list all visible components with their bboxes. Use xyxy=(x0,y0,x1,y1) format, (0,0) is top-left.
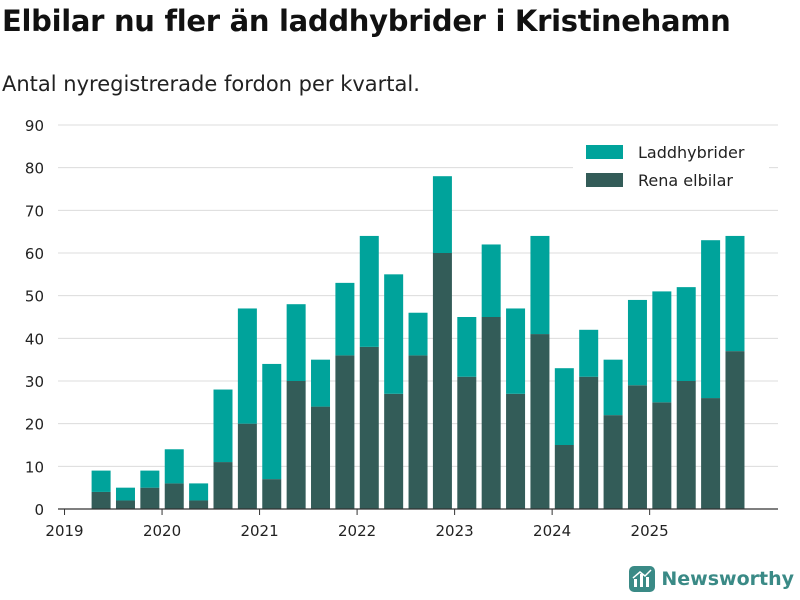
bar-laddhybrider xyxy=(286,304,306,381)
y-tick-label: 0 xyxy=(34,501,44,519)
y-tick-label: 90 xyxy=(25,117,44,135)
bar-rena-elbilar xyxy=(603,415,623,509)
bar-laddhybrider xyxy=(115,487,135,501)
bar-laddhybrider xyxy=(335,282,355,356)
bar-laddhybrider xyxy=(432,176,452,253)
y-tick-label: 70 xyxy=(25,202,44,220)
bar-laddhybrider xyxy=(579,329,599,377)
bar-rena-elbilar xyxy=(164,483,184,509)
bar-laddhybrider xyxy=(603,359,623,416)
bar-rena-elbilar xyxy=(432,253,452,509)
bar-laddhybrider xyxy=(725,235,745,352)
bar-rena-elbilar xyxy=(262,479,282,509)
y-tick-label: 40 xyxy=(25,330,44,348)
bar-rena-elbilar xyxy=(311,406,331,509)
x-tick-label: 2022 xyxy=(338,522,376,540)
y-tick-label: 20 xyxy=(25,416,44,434)
bar-laddhybrider xyxy=(311,359,331,407)
bar-laddhybrider xyxy=(506,308,526,394)
bar-rena-elbilar xyxy=(335,355,355,509)
x-tick-label: 2025 xyxy=(631,522,669,540)
bar-laddhybrider xyxy=(262,363,282,480)
y-tick-label: 60 xyxy=(25,245,44,263)
bar-rena-elbilar xyxy=(676,381,696,509)
bar-rena-elbilar xyxy=(725,351,745,509)
x-tick-label: 2021 xyxy=(240,522,278,540)
bar-rena-elbilar xyxy=(579,376,599,509)
legend-swatch xyxy=(586,145,623,159)
bar-series xyxy=(91,176,745,509)
y-tick-label: 10 xyxy=(25,458,44,476)
bar-rena-elbilar xyxy=(627,385,647,509)
legend-swatch xyxy=(586,173,623,187)
bar-rena-elbilar xyxy=(359,346,379,509)
bar-rena-elbilar xyxy=(530,334,550,509)
bar-laddhybrider xyxy=(408,312,428,356)
bar-laddhybrider xyxy=(237,308,257,424)
bar-rena-elbilar xyxy=(701,398,721,509)
legend-label: Laddhybrider xyxy=(638,143,745,162)
bar-laddhybrider xyxy=(676,287,696,381)
bar-laddhybrider xyxy=(554,368,574,445)
bar-rena-elbilar xyxy=(91,491,111,509)
bar-rena-elbilar xyxy=(481,317,501,509)
bar-rena-elbilar xyxy=(140,487,160,509)
bar-rena-elbilar xyxy=(237,423,257,509)
x-axis: 2019 2020 2021 2022 2023 2024 2025 xyxy=(45,508,778,540)
x-tick-label: 2024 xyxy=(533,522,571,540)
brand-name: Newsworthy xyxy=(661,568,794,590)
bar-laddhybrider xyxy=(457,317,477,377)
bar-rena-elbilar xyxy=(189,500,209,509)
bar-rena-elbilar xyxy=(286,381,306,509)
bar-laddhybrider xyxy=(359,235,379,347)
x-tick-label: 2023 xyxy=(436,522,474,540)
bar-laddhybrider xyxy=(140,470,160,488)
legend: Laddhybrider Rena elbilar xyxy=(573,141,769,197)
newsworthy-logo-icon xyxy=(629,566,656,592)
bar-rena-elbilar xyxy=(213,462,233,509)
bar-laddhybrider xyxy=(189,483,209,501)
x-tick-label: 2020 xyxy=(143,522,181,540)
bar-laddhybrider xyxy=(481,244,501,317)
bar-rena-elbilar xyxy=(384,393,404,509)
y-tick-label: 30 xyxy=(25,373,44,391)
bar-rena-elbilar xyxy=(554,445,574,509)
legend-label: Rena elbilar xyxy=(638,171,733,190)
bar-laddhybrider xyxy=(213,389,233,463)
bar-rena-elbilar xyxy=(506,393,526,509)
y-tick-label: 50 xyxy=(25,288,44,306)
brand-logo[interactable]: Newsworthy xyxy=(629,566,794,592)
y-axis-ticks: 0 10 20 30 40 50 60 70 80 90 xyxy=(25,117,44,519)
bar-laddhybrider xyxy=(701,240,721,399)
x-tick-label: 2019 xyxy=(45,522,83,540)
bar-rena-elbilar xyxy=(457,376,477,509)
bar-laddhybrider xyxy=(384,274,404,394)
chart-subtitle: Antal nyregistrerade fordon per kvartal. xyxy=(2,72,420,96)
bar-rena-elbilar xyxy=(408,355,428,509)
bar-laddhybrider xyxy=(530,235,550,335)
bar-rena-elbilar xyxy=(652,402,672,509)
bar-laddhybrider xyxy=(627,299,647,386)
bar-laddhybrider xyxy=(164,449,184,484)
bar-rena-elbilar xyxy=(115,500,135,509)
bar-laddhybrider xyxy=(652,291,672,403)
y-tick-label: 80 xyxy=(25,160,44,178)
chart-title: Elbilar nu fler än laddhybrider i Kristi… xyxy=(2,4,731,38)
bar-laddhybrider xyxy=(91,470,111,492)
